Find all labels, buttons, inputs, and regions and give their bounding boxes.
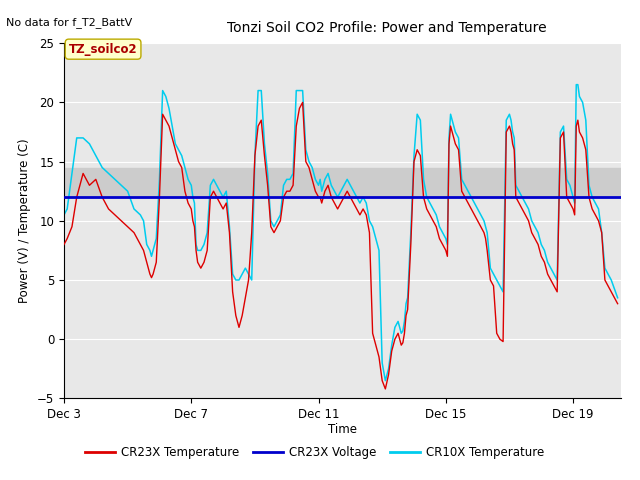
Y-axis label: Power (V) / Temperature (C): Power (V) / Temperature (C) bbox=[19, 139, 31, 303]
Legend: CR23X Temperature, CR23X Voltage, CR10X Temperature: CR23X Temperature, CR23X Voltage, CR10X … bbox=[81, 441, 548, 464]
Text: No data for f_T2_BattV: No data for f_T2_BattV bbox=[6, 17, 132, 28]
X-axis label: Time: Time bbox=[328, 422, 357, 435]
Title: Tonzi Soil CO2 Profile: Power and Temperature: Tonzi Soil CO2 Profile: Power and Temper… bbox=[227, 21, 547, 35]
Text: TZ_soilco2: TZ_soilco2 bbox=[68, 43, 138, 56]
Bar bbox=[64, 168, 621, 197]
